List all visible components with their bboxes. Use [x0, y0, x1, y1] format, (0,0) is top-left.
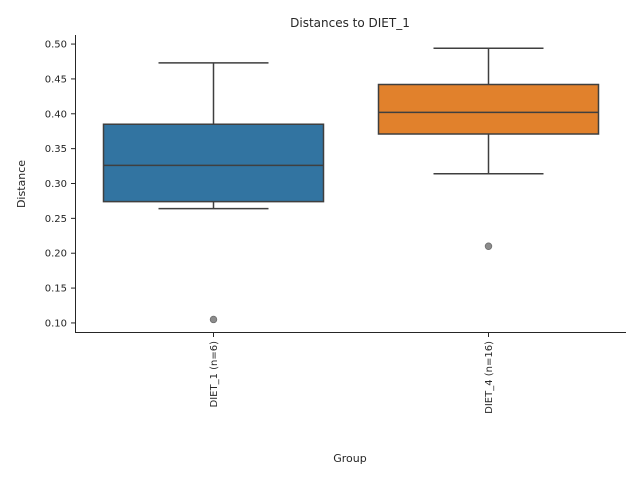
box-2 — [377, 47, 600, 250]
outlier-point — [484, 242, 493, 250]
plot-area — [102, 47, 600, 324]
y-tick-label: 0.35 — [45, 144, 67, 155]
y-tick-label: 0.15 — [45, 284, 67, 295]
x-tick-label: DIET_4 (n=16) — [484, 341, 495, 414]
x-axis-ticks: DIET_1 (n=6) DIET_4 (n=16) — [209, 332, 495, 414]
x-tick-label: DIET_1 (n=6) — [209, 341, 220, 408]
y-tick-label: 0.20 — [45, 249, 67, 260]
iqr-box — [102, 123, 325, 203]
y-tick-label: 0.50 — [45, 40, 67, 51]
y-axis-label: Distance — [15, 160, 28, 208]
y-tick-label: 0.30 — [45, 179, 67, 190]
x-axis-label: Group — [333, 452, 367, 465]
outlier-point — [209, 315, 218, 324]
y-axis-ticks: 0.10 0.15 0.20 0.25 0.30 0.35 0.40 0.45 0.50 — [45, 40, 76, 329]
iqr-box — [377, 83, 600, 135]
y-tick-label: 0.45 — [45, 74, 67, 85]
y-tick-label: 0.25 — [45, 214, 67, 225]
box-1 — [102, 62, 325, 324]
y-tick-label: 0.40 — [45, 109, 67, 120]
chart-title: Distances to DIET_1 — [290, 16, 410, 30]
y-tick-label: 0.10 — [45, 318, 67, 329]
